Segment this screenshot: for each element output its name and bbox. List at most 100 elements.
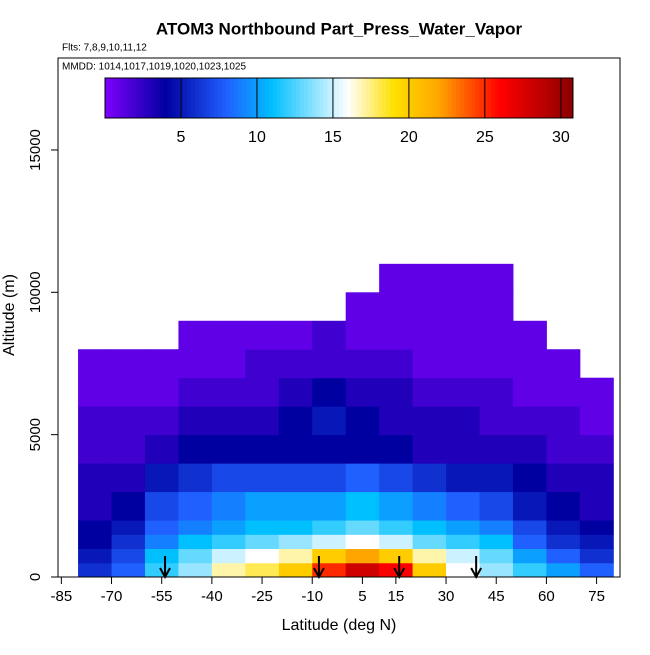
heat-cell: [211, 463, 246, 493]
colorbar-tick-label: 20: [400, 129, 418, 146]
colorbar-step: [132, 78, 137, 118]
colorbar-tick-label: 10: [248, 129, 266, 146]
heat-cell: [546, 562, 581, 578]
colorbar-tick-label: 15: [324, 129, 342, 146]
heat-cell: [278, 406, 313, 436]
colorbar-step: [124, 78, 129, 118]
heat-cell: [111, 463, 146, 493]
heat-cell: [412, 377, 447, 407]
heat-cell: [178, 349, 213, 379]
colorbar-step: [475, 78, 480, 118]
x-tick-label: 30: [438, 588, 455, 605]
colorbar-step: [452, 78, 457, 118]
colorbar-step: [171, 78, 176, 118]
colorbar-step: [116, 78, 122, 118]
heat-cell: [245, 463, 280, 493]
heat-cell: [178, 562, 213, 578]
heat-cell: [479, 349, 514, 379]
colorbar-step: [346, 78, 352, 118]
colorbar-step: [417, 78, 422, 118]
heat-cell: [278, 463, 313, 493]
colorbar-step: [502, 78, 508, 118]
heat-cell: [312, 548, 347, 564]
colorbar-step: [366, 78, 371, 118]
colorbar-step: [108, 78, 114, 118]
colorbar-step: [401, 78, 406, 118]
colorbar-step: [264, 78, 270, 118]
heat-cell: [579, 463, 614, 493]
colorbar-step: [541, 78, 547, 118]
heat-cell: [379, 434, 414, 464]
heat-cell: [178, 548, 213, 564]
colorbar-step: [358, 78, 363, 118]
heat-cell: [412, 320, 447, 350]
colorbar-step: [440, 78, 445, 118]
heat-cell: [479, 292, 514, 322]
heat-cell: [479, 320, 514, 350]
heat-cell: [446, 520, 480, 535]
colorbar-step: [300, 78, 305, 118]
x-tick-label: 15: [388, 588, 405, 605]
heat-cell: [278, 349, 313, 379]
x-axis-label: Latitude (deg N): [282, 617, 397, 634]
colorbar-step: [537, 78, 543, 118]
colorbar-step: [518, 78, 523, 118]
heat-cell: [211, 491, 246, 521]
heat-cell: [312, 434, 347, 464]
colorbar-step: [163, 78, 168, 118]
heat-cell: [412, 520, 447, 535]
heat-cell: [379, 463, 414, 493]
colorbar-step: [120, 78, 125, 118]
colorbar-step: [561, 78, 566, 118]
heat-cell: [144, 491, 179, 521]
colorbar-step: [506, 78, 512, 118]
colorbar-step: [315, 78, 320, 118]
colorbar-step: [362, 78, 367, 118]
colorbar-step: [424, 78, 430, 118]
heat-cell: [479, 377, 514, 407]
colorbar-step: [257, 78, 262, 118]
heat-cell: [312, 534, 347, 550]
heat-cell: [111, 534, 146, 550]
heat-cell: [446, 534, 480, 550]
y-tick-label: 5000: [27, 418, 44, 451]
heat-cell: [245, 562, 280, 578]
heat-cell: [479, 491, 514, 521]
colorbar-step: [319, 78, 324, 118]
heat-cell: [412, 292, 447, 322]
heat-cell: [78, 377, 113, 407]
heat-cell: [245, 434, 280, 464]
colorbar-step: [428, 78, 434, 118]
heat-cell: [178, 406, 213, 436]
x-tick-label: 45: [488, 588, 505, 605]
colorbar-step: [261, 78, 266, 118]
heat-cell: [512, 548, 547, 564]
heat-cell: [245, 534, 280, 550]
heat-cell: [546, 377, 581, 407]
heat-cell: [345, 320, 380, 350]
heat-cell: [379, 491, 414, 521]
heat-cell: [512, 406, 547, 436]
colorbar-frame: [104, 77, 574, 119]
heat-cell: [446, 377, 480, 407]
heat-cell: [345, 406, 380, 436]
x-tick-label: -10: [301, 588, 323, 605]
heat-cell: [579, 377, 614, 407]
heat-cell: [512, 377, 547, 407]
heat-cell: [211, 548, 246, 564]
colorbar-step: [311, 78, 317, 118]
colorbar-step: [183, 78, 188, 118]
heat-cell: [345, 534, 380, 550]
heat-cell: [144, 548, 179, 564]
heat-cell: [479, 434, 514, 464]
colorbar-step: [229, 78, 235, 118]
colorbar-tick-label: 5: [177, 129, 186, 146]
heat-cell: [78, 349, 113, 379]
colorbar-step: [276, 78, 281, 118]
heat-cell: [579, 534, 614, 550]
heat-cell: [178, 377, 213, 407]
heat-cell: [479, 463, 514, 493]
heat-cell: [78, 520, 113, 535]
heat-cell: [312, 491, 347, 521]
colorbar-step: [491, 78, 496, 118]
